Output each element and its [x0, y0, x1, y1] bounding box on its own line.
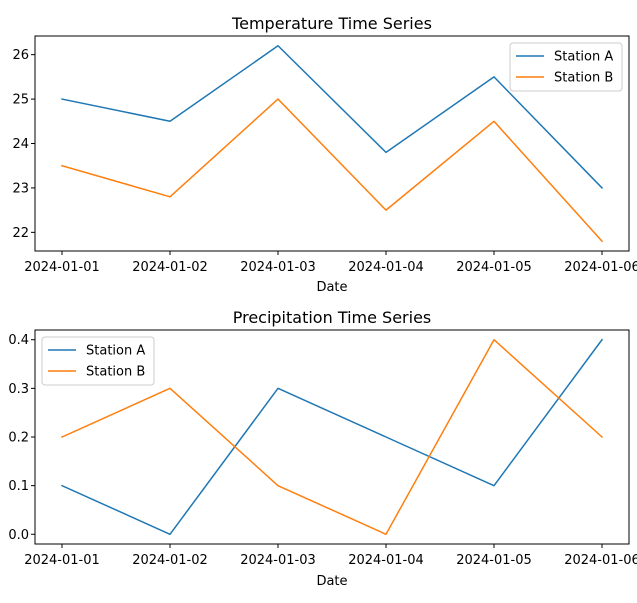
- y-tick-label: 22: [12, 226, 29, 241]
- y-tick-label: 0.0: [8, 528, 29, 543]
- chart-title: Temperature Time Series: [231, 14, 432, 33]
- y-tick-label: 25: [12, 93, 29, 108]
- series-group: [61, 45, 604, 243]
- legend: Station A Station B: [509, 42, 623, 92]
- tick-group: 2024-01-01 2024-01-02 2024-01-03 2024-01-04…: [12, 48, 637, 275]
- x-tick-label: 2024-01-05: [456, 553, 532, 568]
- x-tick-label: 2024-01-05: [456, 260, 532, 275]
- y-tick-label: 0.2: [8, 431, 29, 446]
- x-tick-label: 2024-01-02: [132, 553, 208, 568]
- plot-frame: [34, 329, 630, 545]
- y-tick-label: 24: [12, 137, 29, 152]
- x-tick-label: 2024-01-01: [24, 260, 100, 275]
- x-axis-label: Date: [316, 574, 347, 589]
- y-tick-label: 0.3: [8, 382, 29, 397]
- x-tick-label: 2024-01-04: [348, 260, 424, 275]
- x-tick-label: 2024-01-01: [24, 553, 100, 568]
- y-tick-label: 0.1: [8, 479, 29, 494]
- x-tick-label: 2024-01-06: [564, 260, 637, 275]
- y-tick-label: 26: [12, 48, 29, 63]
- temperature-chart: Temperature Time Series 2024-01-01 2024-0…: [12, 14, 637, 295]
- x-tick-label: 2024-01-03: [240, 260, 316, 275]
- plot-frame: [34, 35, 630, 252]
- legend-label: Station B: [86, 365, 145, 380]
- legend-label: Station A: [554, 50, 613, 65]
- legend-label: Station A: [86, 344, 145, 359]
- x-tick-label: 2024-01-02: [132, 260, 208, 275]
- x-tick-label: 2024-01-06: [564, 553, 637, 568]
- tick-group: 2024-01-01 2024-01-02 2024-01-03 2024-01-04…: [8, 333, 637, 568]
- legend: Station A Station B: [41, 336, 155, 386]
- chart-title: Precipitation Time Series: [233, 308, 432, 327]
- series-group: [61, 338, 604, 536]
- legend-box: [509, 42, 623, 92]
- x-axis-label: Date: [316, 280, 347, 295]
- legend-label: Station B: [554, 71, 613, 86]
- x-tick-label: 2024-01-04: [348, 553, 424, 568]
- precipitation-chart: Precipitation Time Series 2024-01-01 2024…: [8, 308, 637, 589]
- series-line-station-b: [61, 98, 604, 243]
- y-tick-label: 23: [12, 181, 29, 196]
- series-line-station-b: [61, 338, 604, 536]
- series-line-station-a: [61, 45, 604, 189]
- y-tick-label: 0.4: [8, 333, 29, 348]
- x-tick-label: 2024-01-03: [240, 553, 316, 568]
- legend-box: [41, 336, 155, 386]
- series-line-station-a: [61, 338, 604, 536]
